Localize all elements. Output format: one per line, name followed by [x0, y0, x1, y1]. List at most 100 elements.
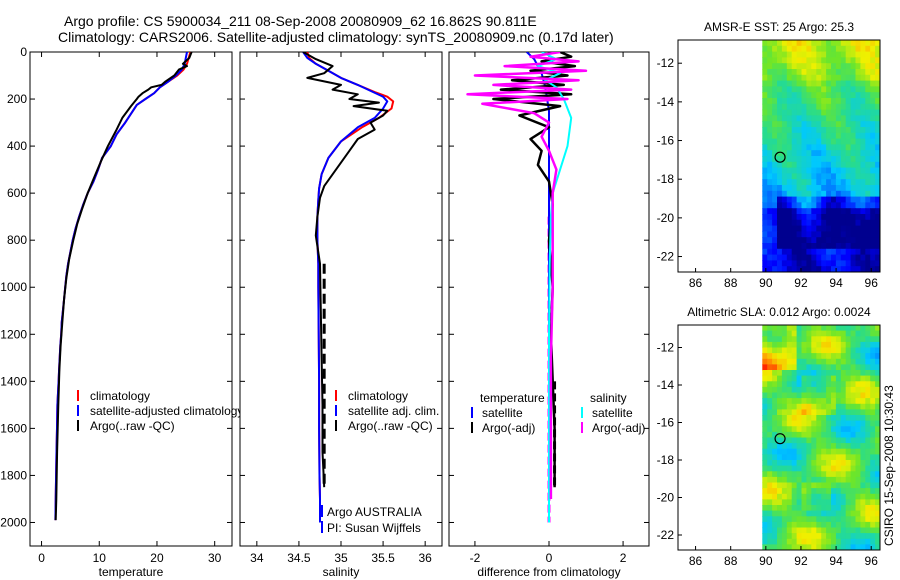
- sst-map-cell: [772, 40, 778, 47]
- sst-map-cell: [831, 254, 837, 261]
- sla-map-cell: [767, 454, 773, 461]
- sla-map-cell: [826, 392, 832, 399]
- sst-map-cell: [811, 243, 817, 250]
- sla-map-cell: [806, 353, 812, 360]
- sla-map-cell: [781, 330, 788, 337]
- sst-map-cell: [855, 109, 861, 116]
- sst-map-cell: [791, 185, 798, 192]
- sst-map-cell: [845, 196, 852, 203]
- sla-map-cell: [801, 454, 807, 461]
- sla-map-cell: [875, 454, 880, 461]
- sst-map-cell: [826, 115, 832, 122]
- sla-map-cell: [796, 437, 803, 444]
- sla-map-cell: [777, 538, 783, 545]
- sst-map-cell: [865, 109, 871, 116]
- sla-map-cell: [772, 398, 778, 405]
- sla-map-cell: [860, 415, 866, 422]
- sst-map-cell: [845, 51, 852, 58]
- sst-map-cell: [786, 243, 793, 250]
- sst-map-cell: [767, 190, 773, 198]
- sst-map-cell: [781, 225, 788, 232]
- sst-map-cell: [806, 69, 812, 76]
- sst-map-cell: [865, 185, 871, 192]
- sst-map-cell: [840, 144, 847, 151]
- sst-map-cell: [811, 127, 817, 134]
- sla-map-cell: [865, 544, 871, 550]
- sst-map-cell: [811, 40, 817, 47]
- sst-map-cell: [806, 98, 812, 105]
- sst-map-cell: [845, 266, 852, 272]
- sla-map-cell: [791, 538, 798, 545]
- sla-map-cell: [816, 347, 822, 354]
- sla-map-cell: [850, 431, 857, 439]
- sla-map-cell: [772, 460, 778, 467]
- sla-map-cell: [796, 409, 803, 416]
- sla-map-cell: [865, 341, 871, 349]
- sla-map-cell: [791, 476, 798, 484]
- sla-map-cell: [821, 471, 827, 478]
- sst-map-cell: [791, 260, 798, 267]
- sst-map-cell: [796, 92, 803, 99]
- sla-map-cell: [831, 471, 837, 478]
- sla-map-cell: [816, 482, 822, 489]
- sla-map-cell: [786, 325, 793, 332]
- sla-map-cell: [777, 392, 783, 399]
- sla-map-cell: [772, 426, 778, 433]
- sla-map-cell: [762, 510, 768, 517]
- temperature-ytick-label: 1000: [0, 280, 27, 294]
- sla-map-cell: [772, 465, 778, 472]
- sst-map-cell: [840, 115, 847, 122]
- sst-map-cell: [870, 161, 876, 169]
- sla-map-cell: [831, 521, 837, 529]
- sst-map-cell: [831, 138, 837, 145]
- sla-map-cell: [781, 521, 788, 529]
- sst-map-cell: [831, 80, 837, 87]
- sst-map-cell: [850, 63, 857, 70]
- sla-map-cell: [865, 403, 871, 410]
- sst-map-cell: [831, 45, 837, 53]
- sla-map-cell: [762, 386, 768, 394]
- sst-map-cell: [870, 248, 876, 256]
- sla-map-cell: [816, 381, 822, 388]
- sst-map-cell: [791, 161, 798, 169]
- sst-map-cell: [796, 208, 803, 215]
- sla-map-cell: [865, 330, 871, 337]
- sst-map-cell: [767, 208, 773, 215]
- sst-map-cell: [816, 115, 822, 122]
- sla-map-cell: [845, 398, 852, 405]
- sst-map-cell: [777, 219, 783, 227]
- sla-map-cell: [806, 465, 812, 472]
- sst-map-cell: [772, 208, 778, 215]
- sst-map-ytick-label: -12: [657, 56, 675, 70]
- sla-map-cell: [811, 381, 817, 388]
- sst-map-cell: [767, 138, 773, 145]
- sst-map-cell: [811, 115, 817, 122]
- sla-map-cell: [865, 505, 871, 512]
- sla-map-cell: [796, 505, 803, 512]
- sla-map-cell: [781, 533, 788, 540]
- sst-map-cell: [835, 231, 842, 238]
- sst-map-cell: [855, 132, 861, 140]
- sla-map-cell: [870, 426, 876, 433]
- sla-map-cell: [835, 471, 842, 478]
- sla-map-cell: [762, 493, 768, 500]
- sla-map-cell: [816, 330, 822, 337]
- sla-map-cell: [826, 336, 832, 343]
- sst-map-cell: [791, 57, 798, 64]
- sst-map-cell: [816, 196, 822, 203]
- sla-map-cell: [791, 437, 798, 444]
- sst-map-cell: [767, 196, 773, 203]
- sla-map-cell: [816, 476, 822, 484]
- sst-map-cell: [826, 254, 832, 261]
- sst-map-cell: [791, 92, 798, 99]
- sst-map-cell: [855, 74, 861, 82]
- sst-map-cell: [875, 190, 880, 198]
- sla-map-cell: [845, 437, 852, 444]
- sst-map-cell: [762, 138, 768, 145]
- sst-map-cell: [767, 243, 773, 250]
- sla-map-cell: [806, 426, 812, 433]
- salinity-legend-label: satellite adj. clim.: [348, 404, 439, 418]
- sst-map-cell: [811, 86, 817, 93]
- sst-map-cell: [777, 179, 783, 186]
- sst-map-cell: [767, 219, 773, 227]
